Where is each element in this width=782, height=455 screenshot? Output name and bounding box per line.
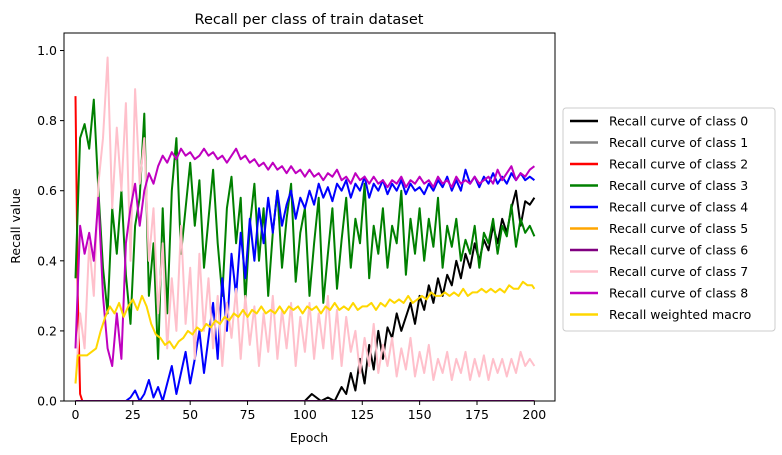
x-tick-label: 150 [408, 407, 432, 422]
legend-entry-1: Recall curve of class 1 [609, 135, 748, 150]
legend-entry-4: Recall curve of class 4 [609, 200, 748, 215]
x-tick-label: 200 [522, 407, 546, 422]
y-tick-label: 0.6 [37, 183, 57, 198]
x-axis: 0 25 50 75 100 125 150 175 200 [71, 401, 546, 422]
plot-area [74, 56, 536, 401]
legend-box [562, 107, 776, 332]
legend-entry-2: Recall curve of class 2 [609, 157, 748, 172]
legend-entry-9: Recall weighted macro [609, 307, 751, 322]
legend-entry-0: Recall curve of class 0 [609, 114, 748, 129]
legend-entry-6: Recall curve of class 6 [609, 243, 748, 258]
y-tick-label: 0.8 [37, 113, 57, 128]
y-tick-label: 0.2 [37, 323, 57, 338]
y-tick-label: 1.0 [37, 43, 57, 58]
series-line-0 [75, 189, 536, 401]
plot-frame [63, 32, 556, 402]
legend: Recall curve of class 0 Recall curve of c… [562, 107, 776, 332]
chart-title: Recall per class of train dataset [195, 12, 424, 28]
series-line-8 [74, 147, 536, 367]
x-tick-label: 50 [182, 407, 198, 422]
x-axis-label: Epoch [290, 430, 328, 445]
x-tick-label: 75 [240, 407, 256, 422]
x-tick-label: 125 [350, 407, 374, 422]
series-line-9 [74, 280, 536, 384]
series-line-4 [75, 168, 536, 401]
series-line-7 [74, 56, 536, 384]
legend-entry-7: Recall curve of class 7 [609, 264, 748, 279]
x-tick-label: 175 [465, 407, 489, 422]
x-tick-label: 25 [125, 407, 141, 422]
y-axis: 0.0 0.2 0.4 0.6 0.8 1.0 [37, 43, 64, 409]
y-tick-label: 0.0 [37, 394, 57, 409]
y-tick-label: 0.4 [37, 253, 57, 268]
y-axis-label: Recall value [8, 188, 23, 264]
x-tick-label: 0 [71, 407, 79, 422]
legend-entry-8: Recall curve of class 8 [609, 286, 748, 301]
legend-entry-5: Recall curve of class 5 [609, 221, 748, 236]
legend-entry-3: Recall curve of class 3 [609, 178, 748, 193]
x-tick-label: 100 [293, 407, 317, 422]
